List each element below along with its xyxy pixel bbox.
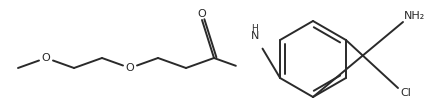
Text: O: O — [198, 9, 206, 19]
Text: O: O — [126, 63, 135, 73]
Text: Cl: Cl — [400, 88, 411, 98]
Text: O: O — [41, 53, 50, 63]
Text: H: H — [252, 24, 258, 33]
Text: N: N — [251, 31, 259, 41]
Text: NH₂: NH₂ — [404, 11, 426, 21]
